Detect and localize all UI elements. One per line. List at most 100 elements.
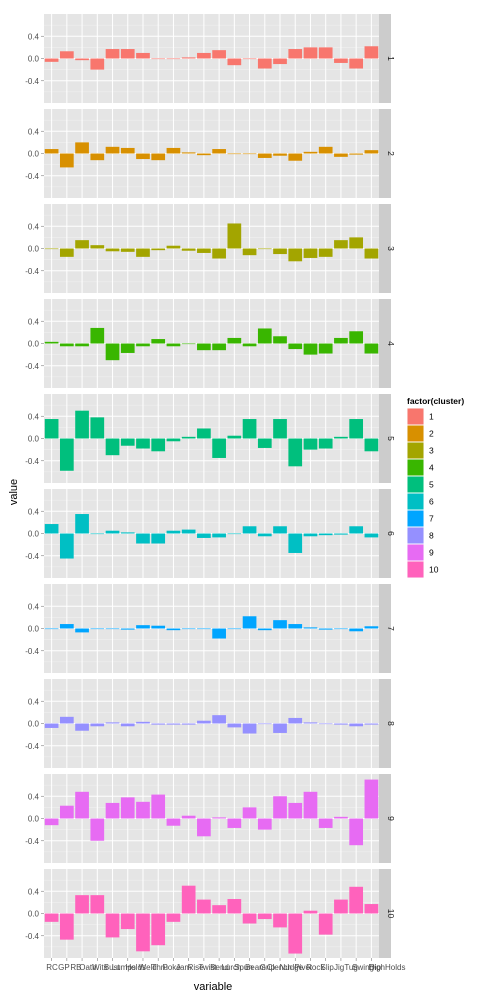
bar [136,721,150,724]
legend-label-2: 2 [429,429,434,439]
bar [59,716,74,724]
bar [349,237,364,249]
facet-strip-label: 8 [386,721,396,726]
facet-panel-6: 0.4 0.0 -0.4 6 [25,489,396,578]
legend-label-3: 3 [429,446,434,456]
bar [334,723,348,725]
x-tick-label: Grip [260,963,276,972]
bar [44,524,59,534]
bar [288,913,303,954]
x-axis-title: variable [194,981,233,993]
bar [59,805,74,819]
y-axis-title: value [8,479,20,505]
legend-swatch-1 [407,408,424,425]
bar [318,913,333,935]
facet-strip [379,14,391,103]
x-tick-label: Wits [92,963,108,972]
legend-swatch-5 [407,476,424,493]
bar [364,779,379,819]
bar [181,248,196,251]
bar [181,723,196,725]
bar [90,417,105,439]
x-tick-label: RC [46,963,58,972]
bar [318,343,333,354]
legend-label-6: 6 [429,497,434,507]
x-tick-label: Rock [306,963,325,972]
bar [181,152,196,154]
y-tick-label: 0.0 [28,245,40,254]
bar [197,248,211,253]
bar [166,245,181,249]
bar [44,341,59,344]
bar [242,153,257,155]
bar [151,533,166,544]
bar [257,328,272,344]
bar [75,895,89,914]
x-tick-label: Lurch [221,963,241,972]
bar [44,58,59,62]
bar [334,240,348,249]
bar [59,533,74,559]
bar [364,904,379,914]
x-tick-label: Beam [245,963,266,972]
bar [90,533,105,535]
bar [227,899,242,914]
legend-label-7: 7 [429,514,434,524]
bar [227,223,242,249]
bar [197,533,211,538]
bar [120,248,135,252]
bar [166,343,181,347]
bar [166,818,181,826]
facet-strip [379,109,391,198]
bar [303,248,318,258]
legend-label-9: 9 [429,548,434,558]
bar [227,723,242,728]
bar [44,723,59,728]
bar [166,438,181,442]
x-tick-label: Jig [334,963,344,972]
x-tick-label: Dip [369,963,382,972]
legend-label-4: 4 [429,463,434,473]
legend-swatch-2 [407,425,424,442]
x-tick-label: Nudge [279,963,303,972]
legend-swatch-7 [407,510,424,527]
x-tick-label: Twist [198,963,217,972]
bar [364,438,379,452]
bar [288,438,303,467]
bar [120,797,135,819]
bar [242,913,257,924]
bar [136,533,150,544]
bar [273,620,287,629]
bar [318,533,333,536]
bar [181,436,196,439]
bar [75,628,89,633]
y-tick-label: -0.4 [25,742,39,751]
bar [44,419,59,439]
bar [257,153,272,158]
bar [151,153,166,161]
bar [59,913,74,940]
y-tick-label: 0.0 [28,625,40,634]
bar [120,438,135,446]
bar [242,807,257,819]
bar [349,723,364,727]
x-tick-label: Holds [126,963,146,972]
bar [318,438,333,449]
bar [181,57,196,59]
bar [334,816,348,819]
bar [273,913,287,928]
legend-swatch-10 [407,561,424,578]
bar [334,153,348,157]
bar [197,818,211,837]
bar [257,818,272,830]
bar [151,339,166,344]
bar [151,723,166,725]
bar [242,419,257,439]
facet-strip [379,299,391,388]
bar [303,533,318,537]
bar [120,723,135,727]
x-tick-label: Clench [267,963,292,972]
x-tick-label: Tug [344,963,358,972]
bar [212,533,226,538]
